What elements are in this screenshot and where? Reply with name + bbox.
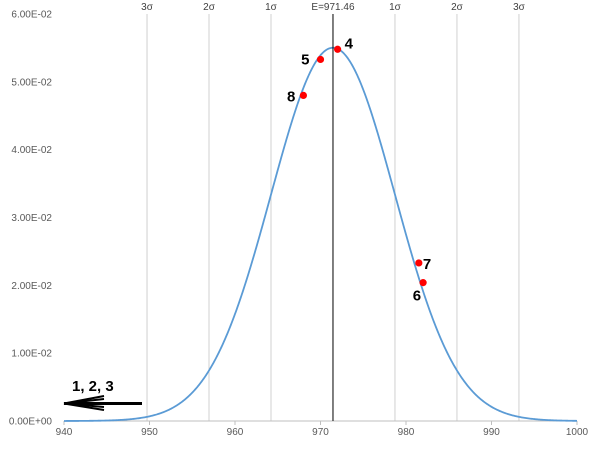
normal-curve	[64, 46, 578, 422]
y-tick-label: 1.00E-02	[11, 349, 52, 360]
y-tick-label: 2.00E-02	[11, 281, 52, 292]
sigma-labels: 3σ 2σ 1σ 1σ 2σ 3σ	[141, 2, 525, 13]
sigma-grid-lines	[146, 14, 520, 421]
x-tick-label: 990	[483, 427, 500, 438]
sigma-label: 3σ	[513, 2, 526, 13]
data-point-label: 4	[345, 35, 354, 52]
data-point-4	[334, 45, 342, 53]
data-point-6	[419, 279, 427, 287]
x-tick-label: 960	[227, 427, 244, 438]
sigma-label: 2σ	[451, 2, 464, 13]
y-tick-label: 0.00E+00	[9, 417, 53, 428]
data-point-label: 5	[301, 51, 309, 68]
x-tick-label: 980	[398, 427, 415, 438]
x-axis-tick-labels: 940 950 960 970 980 990 1000	[56, 421, 589, 438]
y-axis-tick-labels: 0.00E+00 1.00E-02 2.00E-02 3.00E-02 4.00E-02…	[9, 10, 53, 428]
y-tick-label: 5.00E-02	[11, 77, 52, 88]
arrow-annotation: 1, 2, 3	[63, 378, 142, 411]
data-point-label: 8	[287, 88, 295, 105]
sigma-label: 3σ	[141, 2, 154, 13]
data-points: 4 5 8 76	[287, 35, 431, 304]
y-tick-label: 4.00E-02	[11, 145, 52, 156]
mean-label: E=971.46	[311, 2, 355, 13]
y-tick-label: 3.00E-02	[11, 213, 52, 224]
data-point-label: 6	[413, 288, 421, 305]
x-tick-label: 940	[56, 427, 73, 438]
sigma-label: 2σ	[203, 2, 216, 13]
data-point-8	[299, 91, 307, 99]
data-point-label: 7	[423, 256, 431, 273]
y-tick-label: 6.00E-02	[11, 10, 52, 21]
annotation-label: 1, 2, 3	[72, 378, 114, 395]
data-point-5	[316, 55, 325, 64]
x-tick-label: 1000	[566, 427, 589, 438]
sigma-label: 1σ	[389, 2, 402, 13]
x-tick-label: 970	[312, 427, 329, 438]
sigma-label: 1σ	[265, 2, 278, 13]
x-tick-label: 950	[141, 427, 158, 438]
data-point-7	[415, 259, 423, 267]
